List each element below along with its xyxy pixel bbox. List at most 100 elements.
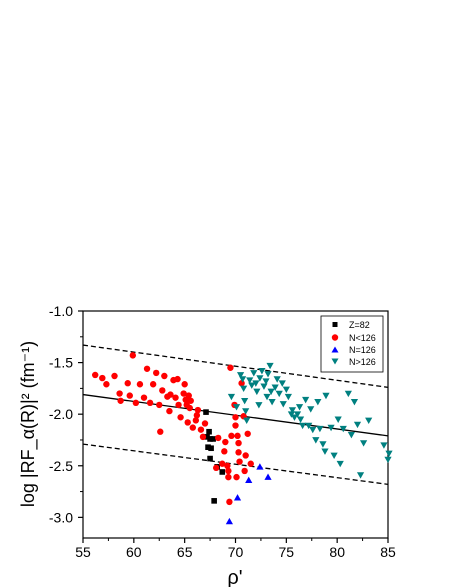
data-point-square <box>205 444 211 450</box>
data-point-circle <box>235 439 242 447</box>
axis-ticks <box>78 310 389 543</box>
data-point-triangle-down <box>246 377 254 384</box>
x-tick-label: 85 <box>380 544 396 560</box>
data-point-circle <box>143 365 151 372</box>
data-point-triangle-down <box>242 408 250 415</box>
x-tick-label: 70 <box>228 544 244 560</box>
data-point-circle <box>232 422 239 429</box>
data-point-circle <box>184 419 191 426</box>
data-point-circle <box>219 460 226 467</box>
data-point-circle <box>247 460 254 467</box>
data-point-triangle-down <box>253 388 261 396</box>
data-point-triangle-down <box>299 422 307 430</box>
data-point-circle <box>174 375 181 383</box>
y-tick-label: -2.0 <box>49 406 73 422</box>
data-point-circle <box>241 467 248 475</box>
legend: Z=82 N<126 N=126 N>126 <box>320 315 384 373</box>
data-point-circle <box>215 434 222 442</box>
data-point-triangle-down <box>380 442 388 449</box>
data-point-circle <box>232 414 239 421</box>
data-point-triangle-down <box>260 383 268 390</box>
data-point-triangle-down <box>385 450 393 457</box>
data-point-circle <box>140 394 148 401</box>
data-point-circle <box>172 394 179 401</box>
data-point-circle <box>116 390 123 397</box>
data-point-triangle-down <box>241 397 249 405</box>
legend-label: N=126 <box>349 345 376 355</box>
data-point-triangle-down <box>312 437 320 444</box>
data-point-circle <box>153 369 160 377</box>
data-point-triangle-up <box>264 473 272 480</box>
data-point-triangle-down <box>250 370 258 377</box>
data-point-triangle-down <box>288 407 297 414</box>
data-point-square <box>219 469 226 475</box>
data-point-circle <box>201 420 209 427</box>
data-point-circle <box>187 397 194 404</box>
data-point-triangle-down <box>252 380 260 387</box>
data-point-triangle-down <box>268 399 276 406</box>
data-point-circle <box>92 371 99 379</box>
data-point-circle <box>242 452 249 459</box>
data-point-triangle-down <box>336 460 344 468</box>
data-point-triangle-down <box>360 440 368 447</box>
x-axis-title: ρ' <box>227 567 242 587</box>
data-point-triangle-down <box>321 448 329 455</box>
data-point-circle <box>227 364 234 371</box>
data-point-circle <box>236 458 243 465</box>
data-point-circle <box>186 404 193 412</box>
data-point-triangle-down <box>350 399 359 406</box>
data-point-circle <box>225 473 232 481</box>
data-point-square <box>208 445 214 452</box>
y-tick-label: -1.0 <box>49 303 73 319</box>
data-point-circle <box>235 449 242 456</box>
data-point-triangle-down <box>305 422 313 430</box>
x-tick-label: 60 <box>126 544 142 560</box>
data-point-triangle-down <box>353 421 362 429</box>
data-point-circle <box>244 430 251 437</box>
data-point-circle <box>221 448 228 455</box>
data-point-square <box>210 436 216 442</box>
data-point-triangle-down <box>344 390 352 398</box>
data-point-square <box>204 434 210 440</box>
data-point-circle <box>136 381 144 388</box>
data-point-circle <box>99 374 106 382</box>
data-point-circle <box>180 390 187 397</box>
data-point-triangle-down <box>319 441 327 448</box>
data-point-circle <box>238 380 245 387</box>
data-point-circle <box>124 380 131 387</box>
bound-line-dashed <box>82 443 389 485</box>
x-tick-label: 80 <box>329 544 345 560</box>
data-point-triangle-down <box>248 382 256 389</box>
data-point-circle <box>149 381 157 388</box>
data-point-square <box>207 436 213 442</box>
data-point-circle <box>226 498 233 506</box>
data-point-circle <box>166 407 173 415</box>
data-point-triangle-down <box>256 375 264 382</box>
data-point-square <box>211 498 217 504</box>
data-point-circle <box>117 397 124 404</box>
legend-label: N>126 <box>349 357 376 367</box>
y-tick-label: -3.0 <box>49 509 73 525</box>
data-point-circle <box>192 417 200 424</box>
data-point-circle <box>197 426 205 433</box>
data-point-triangle-down <box>258 368 266 375</box>
data-point-triangle-down <box>384 456 392 464</box>
data-point-circle <box>161 372 168 380</box>
data-point-square <box>203 409 209 415</box>
data-point-triangle-down <box>330 452 338 460</box>
data-point-triangle-down <box>255 402 263 409</box>
data-point-circle <box>132 399 140 407</box>
data-point-circle <box>111 372 118 380</box>
data-point-triangle-down <box>295 404 304 411</box>
data-point-triangle-down <box>314 399 322 406</box>
data-point-circle <box>126 392 133 399</box>
data-point-circle <box>222 438 229 446</box>
data-point-circle <box>159 387 166 394</box>
data-point-circle <box>233 473 240 481</box>
data-point-circle <box>175 401 182 409</box>
data-point-triangle-down <box>262 378 270 385</box>
data-point-triangle-down <box>236 372 245 379</box>
data-point-triangle-down <box>263 393 271 401</box>
data-point-triangle-down <box>322 392 330 400</box>
